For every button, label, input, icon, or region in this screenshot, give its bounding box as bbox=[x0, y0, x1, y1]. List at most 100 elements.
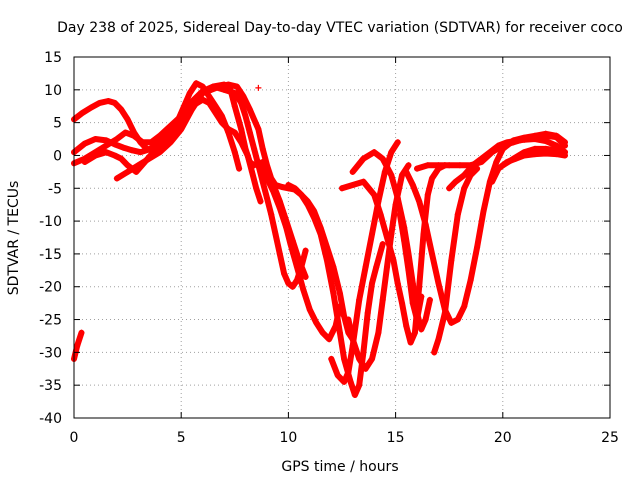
data-point bbox=[113, 175, 120, 182]
data-point bbox=[238, 99, 245, 106]
data-point bbox=[373, 264, 380, 271]
data-point bbox=[499, 162, 506, 169]
data-point bbox=[349, 181, 356, 188]
data-point bbox=[394, 139, 401, 146]
series-trace-15 bbox=[431, 165, 481, 356]
data-point bbox=[281, 270, 288, 277]
data-point bbox=[231, 149, 238, 156]
data-point bbox=[122, 129, 129, 136]
data-point bbox=[351, 392, 358, 399]
data-point bbox=[452, 178, 459, 185]
data-point bbox=[146, 146, 153, 153]
y-tick-label: -25 bbox=[39, 313, 62, 329]
data-point bbox=[291, 185, 298, 192]
data-point bbox=[521, 149, 528, 156]
data-point bbox=[148, 139, 155, 146]
series-trace-8 bbox=[285, 182, 386, 398]
data-point bbox=[111, 152, 118, 159]
data-point bbox=[128, 147, 135, 154]
data-point bbox=[167, 122, 174, 129]
data-point bbox=[375, 329, 382, 336]
data-point bbox=[79, 109, 86, 116]
data-point bbox=[328, 355, 335, 362]
data-point bbox=[441, 309, 448, 316]
data-point bbox=[405, 267, 412, 274]
data-point bbox=[244, 152, 251, 159]
data-point bbox=[422, 316, 429, 323]
data-point bbox=[474, 165, 481, 172]
data-point bbox=[480, 208, 487, 215]
data-point bbox=[156, 149, 163, 156]
data-point bbox=[448, 319, 455, 326]
x-tick-label: 20 bbox=[494, 430, 512, 446]
data-point bbox=[356, 382, 363, 389]
data-point bbox=[392, 201, 399, 208]
x-tick-label: 0 bbox=[70, 430, 79, 446]
data-point bbox=[349, 168, 356, 175]
data-point bbox=[120, 144, 127, 151]
data-point bbox=[341, 313, 348, 320]
data-point bbox=[345, 369, 352, 376]
data-point bbox=[396, 211, 403, 218]
data-point bbox=[306, 306, 313, 313]
data-point bbox=[394, 280, 401, 287]
data-point bbox=[435, 336, 442, 343]
grid-lines bbox=[74, 57, 610, 418]
data-point bbox=[193, 80, 200, 87]
data-point bbox=[418, 293, 425, 300]
data-point bbox=[242, 113, 249, 120]
data-point bbox=[251, 116, 258, 123]
x-tick-label: 15 bbox=[387, 430, 405, 446]
data-point bbox=[225, 126, 232, 133]
data-point bbox=[461, 303, 468, 310]
y-tick-label: -40 bbox=[39, 411, 62, 427]
data-point bbox=[118, 155, 125, 162]
data-point bbox=[135, 162, 142, 169]
data-point bbox=[199, 90, 206, 97]
data-point bbox=[171, 126, 178, 133]
data-point bbox=[221, 86, 228, 93]
data-point bbox=[405, 162, 412, 169]
series-trace-7 bbox=[259, 159, 309, 280]
data-point bbox=[461, 185, 468, 192]
data-point bbox=[356, 296, 363, 303]
data-point bbox=[231, 103, 238, 110]
data-point bbox=[137, 149, 144, 156]
data-point bbox=[341, 355, 348, 362]
data-point bbox=[504, 139, 511, 146]
data-point bbox=[285, 181, 292, 188]
data-point bbox=[456, 162, 463, 169]
data-point bbox=[113, 136, 120, 143]
data-point bbox=[446, 162, 453, 169]
data-point bbox=[424, 162, 431, 169]
data-point bbox=[531, 136, 538, 143]
data-point bbox=[399, 300, 406, 307]
data-point bbox=[319, 329, 326, 336]
data-point bbox=[478, 155, 485, 162]
series-trace-13 bbox=[396, 211, 425, 323]
data-point bbox=[188, 106, 195, 113]
y-tick-label: 0 bbox=[53, 148, 62, 164]
data-point bbox=[206, 93, 213, 100]
data-point bbox=[384, 264, 391, 271]
data-point bbox=[371, 191, 378, 198]
data-point bbox=[369, 280, 376, 287]
data-point bbox=[454, 316, 461, 323]
data-point bbox=[403, 323, 410, 330]
data-point bbox=[469, 162, 476, 169]
data-point bbox=[448, 257, 455, 264]
data-point bbox=[231, 129, 238, 136]
data-point bbox=[238, 126, 245, 133]
data-point bbox=[429, 250, 436, 257]
data-point bbox=[131, 132, 138, 139]
data-point bbox=[233, 83, 240, 90]
data-point bbox=[283, 218, 290, 225]
data-point bbox=[302, 247, 309, 254]
data-point bbox=[390, 257, 397, 264]
data-point bbox=[118, 106, 125, 113]
x-tick-label: 25 bbox=[601, 430, 619, 446]
data-point bbox=[360, 349, 367, 356]
data-point bbox=[255, 84, 262, 91]
data-point bbox=[293, 277, 300, 284]
